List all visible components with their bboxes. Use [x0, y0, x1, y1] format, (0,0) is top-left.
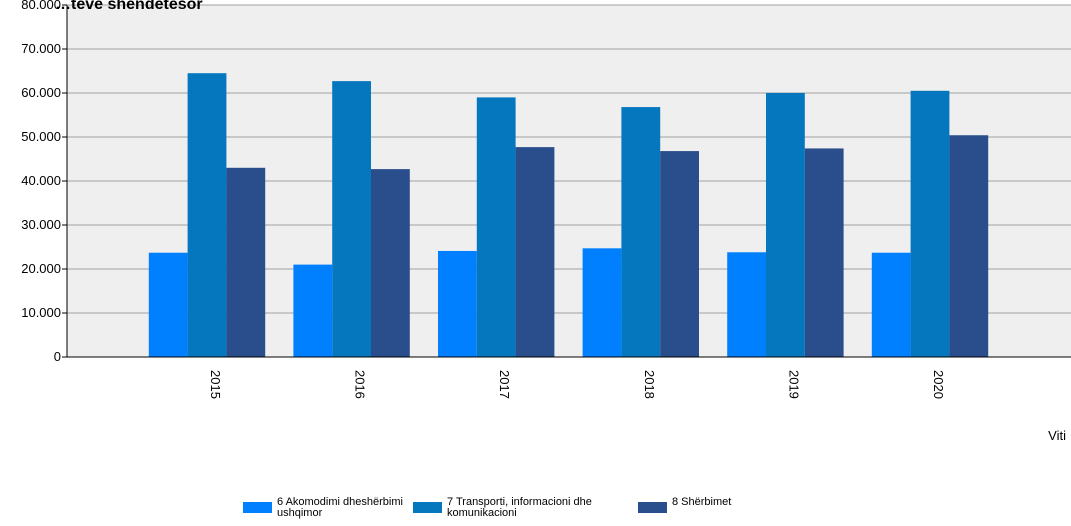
legend-label: 8 Shërbimet	[672, 496, 732, 508]
legend-swatch	[243, 502, 272, 513]
x-tick-label: 2015	[208, 370, 223, 399]
y-tick-label: 80.000	[21, 0, 61, 12]
legend-item: 6 Akomodimi dheshërbimi ushqimor	[243, 497, 403, 519]
y-tick-label: 10.000	[21, 305, 61, 320]
legend-swatch	[638, 502, 667, 513]
bar	[766, 93, 805, 357]
legend-label: 7 Transporti, informacioni dhe komunikac…	[447, 496, 592, 519]
bar	[187, 73, 227, 357]
bar	[582, 248, 622, 357]
bar	[949, 135, 989, 357]
y-tick-label: 70.000	[21, 41, 61, 56]
bar	[910, 90, 950, 358]
bar	[438, 250, 477, 357]
chart-title: …tëve shëndetësor	[55, 0, 203, 13]
y-tick-label: 40.000	[21, 173, 61, 188]
bar	[621, 107, 661, 357]
x-tick-label: 2017	[497, 370, 512, 399]
bars	[148, 73, 989, 358]
bar	[660, 151, 699, 357]
x-axis-label: Viti	[1048, 428, 1066, 443]
x-tick-label: 2020	[931, 370, 946, 399]
x-axis-ticks: 2015 2016 2017 2018 2019 2020	[208, 370, 946, 399]
legend: 6 Akomodimi dheshërbimi ushqimor 7 Transp…	[243, 497, 758, 519]
bar	[804, 148, 844, 357]
bar	[871, 252, 911, 357]
bar	[476, 97, 516, 358]
y-tick-label: 30.000	[21, 217, 61, 232]
y-axis-ticks: 0 10.000 20.000 30.000 40.000 50.000 60.000 70.…	[21, 0, 67, 364]
y-tick-label: 60.000	[21, 85, 61, 100]
x-tick-label: 2018	[642, 370, 657, 399]
y-tick-label: 0	[54, 349, 61, 364]
bar	[727, 252, 766, 357]
bar	[332, 81, 371, 358]
x-tick-label: 2016	[353, 370, 368, 399]
legend-item: 7 Transporti, informacioni dhe komunikac…	[413, 497, 628, 519]
legend-item: 8 Shërbimet	[638, 497, 758, 519]
bar	[226, 167, 266, 357]
y-tick-label: 20.000	[21, 261, 61, 276]
y-tick-label: 50.000	[21, 129, 61, 144]
bar	[371, 169, 410, 357]
bar	[515, 147, 555, 357]
legend-label: 6 Akomodimi dheshërbimi ushqimor	[277, 496, 403, 519]
bar	[293, 264, 333, 357]
bar	[148, 252, 188, 357]
legend-swatch	[413, 502, 442, 513]
x-tick-label: 2019	[786, 370, 801, 399]
